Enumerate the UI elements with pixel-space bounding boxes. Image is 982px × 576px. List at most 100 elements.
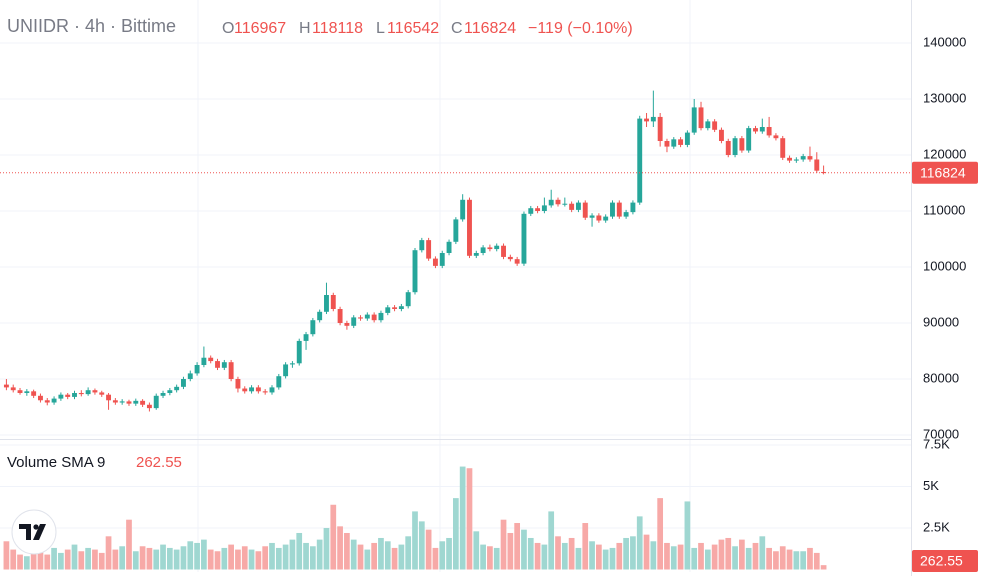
candle-body <box>85 390 91 395</box>
change-value: −119 (−0.10%) <box>528 20 633 37</box>
candle-body <box>712 121 718 130</box>
volume-bar <box>262 546 269 570</box>
volume-bar <box>194 542 200 570</box>
last-price-label: 116824 <box>920 164 966 180</box>
candle-body <box>610 202 615 217</box>
candle-body <box>725 141 731 156</box>
volume-bar <box>773 551 779 570</box>
volume-bar <box>357 544 364 570</box>
candle-body <box>221 362 227 368</box>
volume-bar <box>480 544 486 570</box>
volume-bar <box>807 547 813 570</box>
volume-bar <box>623 537 629 570</box>
volume-bar <box>303 542 309 570</box>
ohlc-value: 116967 <box>234 20 286 37</box>
candle-body <box>439 253 445 266</box>
candle-body <box>351 317 357 326</box>
volume-bar <box>432 547 439 570</box>
candle-body <box>419 240 425 251</box>
volume-bar <box>630 536 636 570</box>
volume-bar <box>391 547 398 570</box>
volume-bar <box>459 466 466 570</box>
candle-body <box>38 395 43 401</box>
volume-bar <box>275 547 282 570</box>
logo-circle <box>11 509 57 555</box>
y-tick-label: 90000 <box>923 314 959 329</box>
volume-bar <box>500 519 507 570</box>
candle-body <box>766 127 772 136</box>
candle-body <box>215 361 220 368</box>
volume-bar <box>568 537 575 570</box>
volume-bar <box>670 546 677 570</box>
candle-body <box>773 135 779 139</box>
volume-title: Volume SMA 9 <box>7 454 105 471</box>
volume-bar <box>344 532 350 570</box>
candle-body <box>807 156 813 160</box>
logo-shape <box>19 524 31 540</box>
volume-bar <box>582 523 589 570</box>
volume-bar <box>752 542 759 570</box>
last-price-badge <box>912 161 978 184</box>
candle-body <box>187 373 193 379</box>
candle-body <box>487 247 493 250</box>
volume-bar <box>820 565 827 570</box>
candle-body <box>473 253 479 256</box>
symbol-title: UNIIDR · 4h · Bittime <box>7 16 176 36</box>
candle-body <box>78 392 84 395</box>
volume-bar <box>112 549 119 570</box>
volume-bar <box>704 549 711 570</box>
candle-body <box>644 118 649 122</box>
candle-body <box>153 395 159 409</box>
volume-bar <box>793 551 800 570</box>
volume-bar <box>698 542 704 570</box>
candle-body <box>344 322 350 326</box>
volume-bar <box>316 539 323 570</box>
volume-bar <box>44 554 51 570</box>
volume-bar <box>105 536 112 570</box>
candle-body <box>412 250 418 293</box>
candle-body <box>467 199 472 256</box>
volume-bar <box>786 549 793 570</box>
volume-bar <box>766 547 772 570</box>
candle-body <box>759 127 765 132</box>
candle-body <box>507 256 513 260</box>
candle-body <box>521 213 527 264</box>
ohlc-key: L <box>376 20 385 37</box>
candle-body <box>575 202 581 210</box>
candle-body <box>242 388 248 392</box>
candle-body <box>501 245 506 257</box>
candle-body <box>528 208 534 214</box>
candle-body <box>167 390 173 393</box>
volume-bar <box>664 542 670 570</box>
candle-body <box>160 392 166 396</box>
candle-body <box>358 317 363 319</box>
volume-bar <box>132 551 139 570</box>
volume-bar <box>78 551 85 570</box>
volume-bar <box>759 536 766 570</box>
logo-shape <box>33 524 46 540</box>
volume-bar <box>813 552 820 570</box>
volume-bar <box>609 547 616 570</box>
volume-bar <box>439 541 446 570</box>
candle-body <box>269 387 275 393</box>
candle-body <box>262 391 268 393</box>
volume-bar <box>255 551 262 570</box>
y2-tick-label: 2.5K <box>923 519 950 534</box>
candle-body <box>398 306 404 309</box>
candle-body <box>664 141 670 147</box>
volume-bar <box>711 544 718 570</box>
volume-bar <box>146 547 153 570</box>
candle-body <box>780 138 786 158</box>
volume-bar <box>235 549 241 570</box>
volume-bar <box>10 549 17 570</box>
candle-body <box>453 219 459 242</box>
candle-body <box>494 245 500 250</box>
candle-body <box>330 294 336 309</box>
candle-body <box>671 139 677 147</box>
candle-body <box>378 312 384 321</box>
volume-bar <box>493 547 500 570</box>
tradingview-logo <box>11 509 57 555</box>
volume-bar <box>71 544 78 570</box>
volume-bar <box>64 549 71 570</box>
volume-bar <box>228 544 234 570</box>
